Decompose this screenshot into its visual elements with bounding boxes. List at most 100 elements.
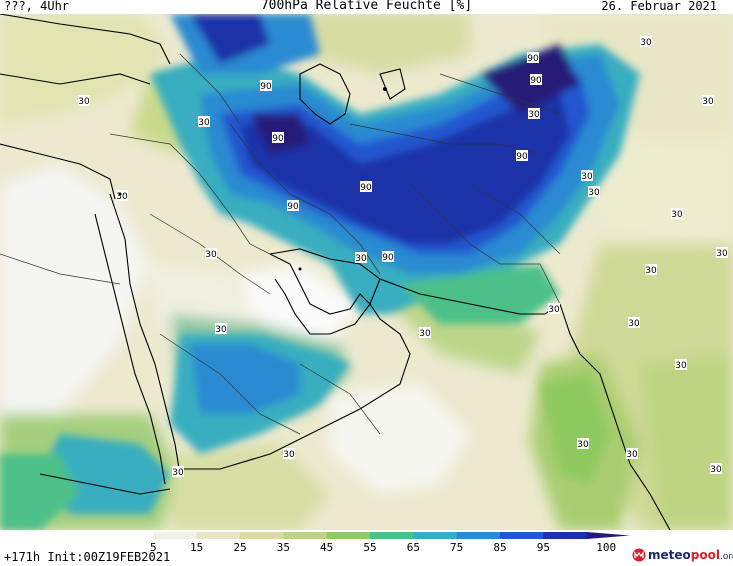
city-markers [118,87,387,271]
svg-text:30: 30 [283,450,295,460]
svg-text:30: 30 [198,118,210,128]
svg-text:30: 30 [215,325,227,335]
legend-tick-label: 100 [596,541,617,554]
contour-label: 90 [287,200,299,212]
contour-label: 30 [645,264,657,276]
contour-label: 30 [215,323,227,335]
contour-label: 30 [548,303,560,315]
svg-text:30: 30 [671,210,683,220]
legend-swatches [110,532,630,539]
legend-swatch [370,532,414,539]
contour-label: 30 [577,438,589,450]
contour-label: 90 [530,74,542,86]
svg-text:30: 30 [675,361,687,371]
legend-tick-label: 65 [406,541,420,554]
contour-label: 30 [702,95,714,107]
svg-text:30: 30 [172,468,184,478]
legend-swatch [153,532,198,539]
svg-text:90: 90 [287,202,299,212]
svg-text:30: 30 [528,110,540,120]
logo-text-pool: pool [690,548,720,562]
contour-label: 90 [272,132,284,144]
legend-swatch [196,532,241,539]
contour-label: 30 [716,247,728,259]
svg-text:30: 30 [716,249,728,259]
country-borders [0,53,561,435]
svg-text:90: 90 [260,82,272,92]
valid-time-label: ???, 4Uhr [4,0,70,13]
contour-label: 30 [628,317,640,329]
legend-swatch [500,532,544,539]
legend-tick-label: 95 [536,541,550,554]
svg-text:90: 90 [527,54,539,64]
contour-label: 30 [588,186,600,198]
contour-label: 30 [205,248,217,260]
svg-text:30: 30 [626,450,638,460]
svg-text:30: 30 [78,97,90,107]
contour-label: 90 [527,52,539,64]
legend-swatch [110,532,154,539]
legend-tick-label: 75 [450,541,464,554]
legend-tick-label: 5 [150,541,157,554]
svg-text:30: 30 [577,440,589,450]
contour-label: 90 [382,251,394,263]
contour-label: 90 [260,80,272,92]
legend-tick-label: 45 [320,541,334,554]
contour-labels: 30 30 90 90 90 90 90 90 90 90 30 30 30 3… [78,36,728,478]
humidity-map: 30 30 90 90 90 90 90 90 90 90 30 30 30 3… [0,14,733,530]
forecast-run-info: +171h Init:00Z19FEB2021 [4,550,171,564]
svg-text:30: 30 [419,329,431,339]
valid-date-label: 26. Februar 2021 [601,0,717,13]
legend-tick-label: 15 [190,541,204,554]
svg-text:30: 30 [640,38,652,48]
svg-text:90: 90 [360,183,372,193]
logo-text-meteo: meteo [648,548,691,562]
svg-text:30: 30 [702,97,714,107]
svg-text:30: 30 [548,305,560,315]
header-bar: 700hPa Relative Feuchte [%] ???, 4Uhr 26… [0,0,733,14]
contour-label: 30 [172,466,184,478]
legend-swatch [456,532,501,539]
logo-icon [632,548,646,562]
contour-label: 30 [198,116,210,128]
svg-text:30: 30 [355,254,367,264]
contour-label: 30 [581,170,593,182]
svg-text:90: 90 [272,134,284,144]
svg-text:30: 30 [588,188,600,198]
contour-label: 30 [283,448,295,460]
svg-text:90: 90 [516,152,528,162]
legend-swatch [326,532,371,539]
legend-tick-label: 85 [493,541,507,554]
svg-text:30: 30 [205,250,217,260]
legend-swatch [543,532,588,539]
coastlines [0,14,671,530]
contour-label: 30 [78,95,90,107]
logo-text-org: .org [719,552,733,562]
contour-label: 30 [671,208,683,220]
contour-label: 30 [626,448,638,460]
legend-tick-label: 55 [363,541,377,554]
svg-text:30: 30 [710,465,722,475]
svg-text:30: 30 [645,266,657,276]
contour-label: 30 [675,359,687,371]
legend-tick-label: 25 [233,541,247,554]
contour-label: 30 [419,327,431,339]
contour-label: 30 [116,190,128,202]
svg-text:90: 90 [382,253,394,263]
legend-swatch [586,532,630,539]
map-title: 700hPa Relative Feuchte [%] [260,0,473,13]
legend-swatch [413,532,458,539]
meteopool-logo[interactable]: meteopool.org [632,546,733,564]
svg-text:30: 30 [116,192,128,202]
map-canvas: 30 30 90 90 90 90 90 90 90 90 30 30 30 3… [0,14,733,530]
svg-text:90: 90 [530,76,542,86]
legend-swatch [283,532,328,539]
contour-label: 90 [360,181,372,193]
contour-label: 30 [355,252,367,264]
svg-text:30: 30 [628,319,640,329]
contour-label: 30 [640,36,652,48]
logo-text: meteopool.org [648,548,733,562]
contour-label: 30 [528,108,540,120]
contour-label: 30 [710,463,722,475]
legend-swatch [240,532,284,539]
